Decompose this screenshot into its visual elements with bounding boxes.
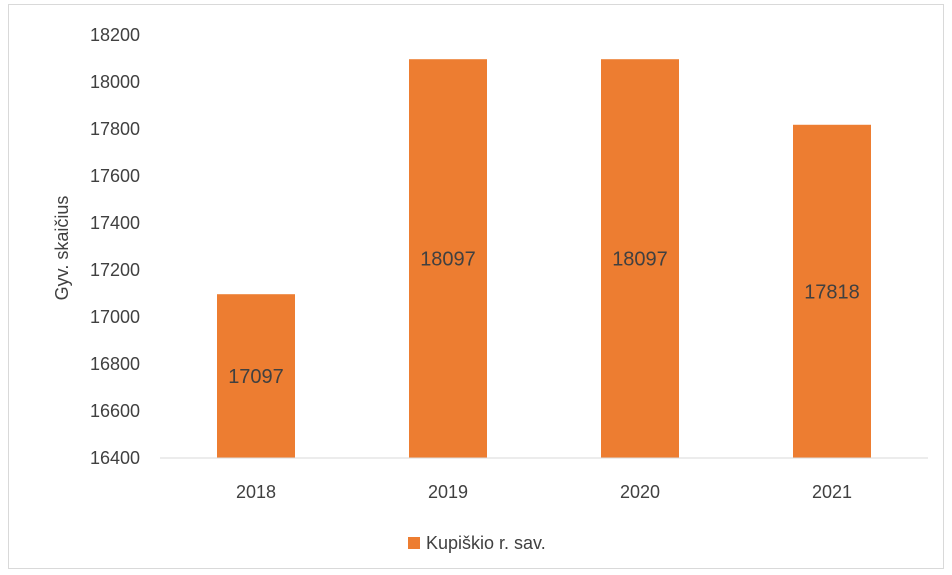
data-label: 18097 [420,249,476,271]
y-tick-label: 17600 [90,166,140,186]
bar [793,124,871,459]
x-tick-label: 2019 [428,482,468,502]
y-tick-label: 17800 [90,119,140,139]
bar [409,59,487,459]
legend-label: Kupiškio r. sav. [426,533,546,553]
y-axis: 16400 16600 16800 17000 17200 17400 17600 17800… [90,25,140,468]
y-tick-label: 16400 [90,448,140,468]
y-axis-label: Gyv. skaičius [52,196,72,301]
data-label: 17097 [228,366,284,388]
y-tick-label: 17400 [90,213,140,233]
x-tick-label: 2020 [620,482,660,502]
y-tick-label: 16800 [90,354,140,374]
y-tick-label: 18000 [90,72,140,92]
legend-swatch [408,537,420,549]
data-label: 17818 [804,281,860,303]
y-tick-label: 18200 [90,25,140,45]
x-tick-label: 2018 [236,482,276,502]
data-label: 18097 [612,249,668,271]
y-tick-label: 17200 [90,260,140,280]
bars: 17097 18097 18097 17818 [217,59,871,459]
x-axis: 2018 2019 2020 2021 [236,482,852,502]
y-tick-label: 16600 [90,401,140,421]
bar [217,294,295,458]
bar [601,59,679,459]
y-tick-label: 17000 [90,307,140,327]
legend: Kupiškio r. sav. [408,533,546,553]
x-tick-label: 2021 [812,482,852,502]
